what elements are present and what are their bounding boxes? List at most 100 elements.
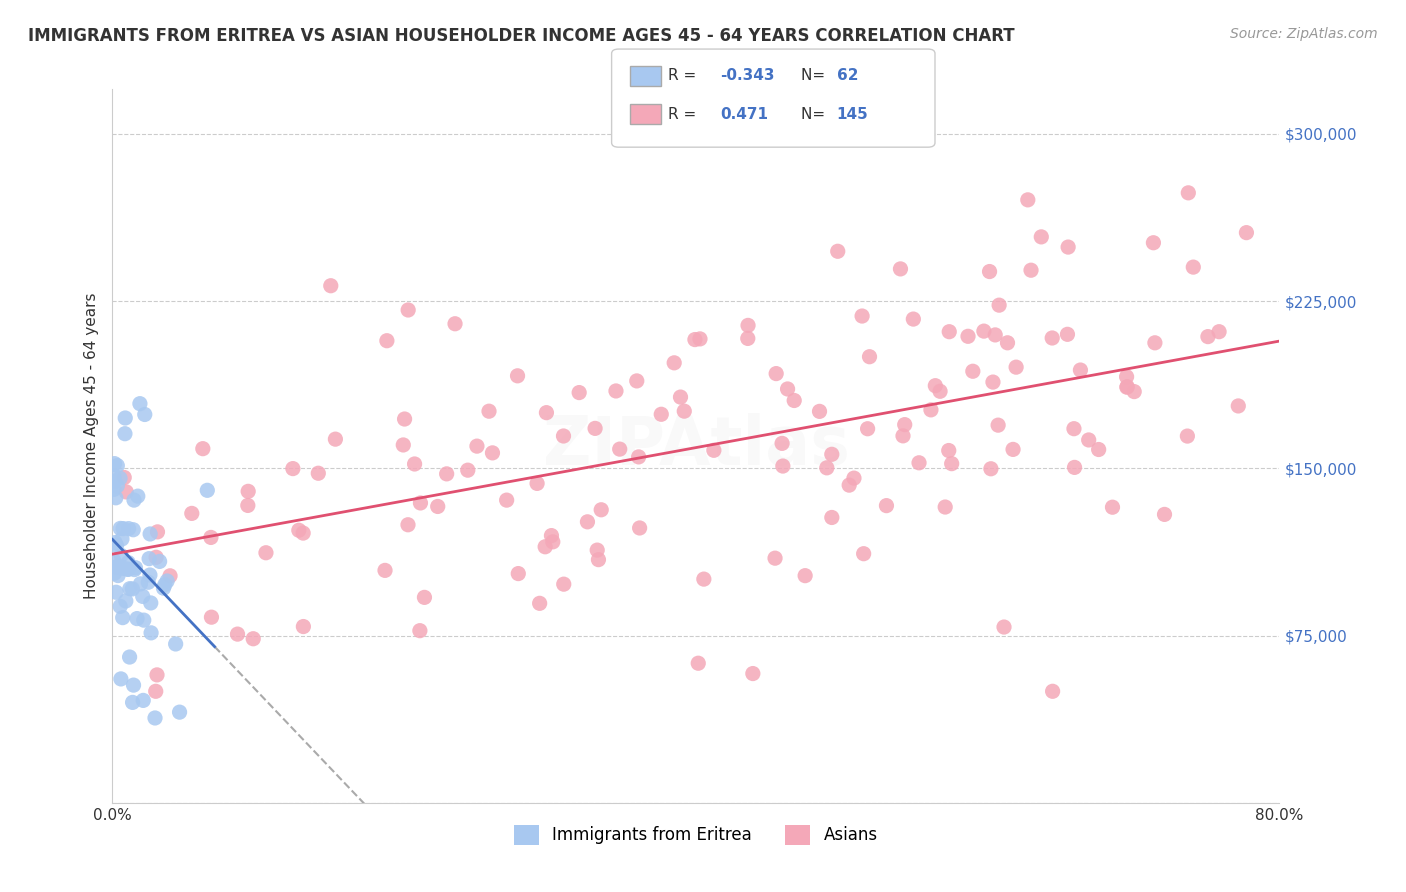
Point [858,350,880,364]
Point [821,510,844,524]
Text: N=: N= [801,69,831,83]
Text: R =: R = [668,69,702,83]
Point [125,611,148,625]
Point [122,523,145,537]
Point [112,561,135,575]
Point [112,470,135,484]
Point [591,502,613,516]
Point [586,543,609,558]
Point [104,535,127,549]
Point [236,499,259,513]
Point [973,324,995,338]
Point [111,532,134,546]
Point [889,261,911,276]
Point [852,547,875,561]
Point [903,312,925,326]
Point [669,390,692,404]
Point [413,591,436,605]
Point [1057,240,1080,254]
Point [105,539,128,553]
Point [132,613,155,627]
Point [288,523,311,537]
Point [529,596,551,610]
Point [103,483,125,497]
Point [404,457,426,471]
Point [124,563,146,577]
Point [664,356,686,370]
Point [111,610,134,624]
Point [891,429,914,443]
Point [124,560,146,574]
Point [1063,460,1085,475]
Point [981,375,1004,389]
Point [821,447,844,461]
Point [628,521,651,535]
Point [924,378,946,392]
Point [842,471,865,485]
Point [984,327,1007,342]
Point [114,594,136,608]
Point [129,577,152,591]
Point [741,666,763,681]
Point [104,491,127,505]
Point [693,572,716,586]
Point [568,385,591,400]
Point [105,585,128,599]
Point [281,461,304,475]
Point [108,599,131,614]
Point [108,471,131,485]
Point [118,650,141,665]
Point [540,528,562,542]
Point [1056,327,1078,342]
Point [110,549,132,563]
Point [576,515,599,529]
Point [134,408,156,422]
Point [146,524,169,539]
Point [374,563,396,577]
Point [103,468,125,483]
Point [138,551,160,566]
Text: 145: 145 [837,107,869,121]
Point [108,559,131,574]
Point [465,439,488,453]
Point [893,417,915,432]
Point [763,551,786,566]
Point [114,411,136,425]
Point [481,446,503,460]
Point [325,432,347,446]
Point [129,397,152,411]
Text: N=: N= [801,107,831,121]
Point [929,384,952,399]
Point [1227,399,1250,413]
Y-axis label: Householder Income Ages 45 - 64 years: Householder Income Ages 45 - 64 years [83,293,98,599]
Point [770,436,793,450]
Point [145,684,167,698]
Point [121,695,143,709]
Point [139,625,162,640]
Point [115,484,138,499]
Point [988,298,1011,312]
Point [117,522,139,536]
Point [307,467,329,481]
Point [1153,508,1175,522]
Point [200,531,222,545]
Point [319,278,342,293]
Point [146,668,169,682]
Point [242,632,264,646]
Point [105,458,128,473]
Point [541,534,564,549]
Text: IMMIGRANTS FROM ERITREA VS ASIAN HOUSEHOLDER INCOME AGES 45 - 64 YEARS CORRELATI: IMMIGRANTS FROM ERITREA VS ASIAN HOUSEHO… [28,27,1015,45]
Point [856,422,879,436]
Point [1017,193,1039,207]
Point [122,678,145,692]
Point [195,483,218,498]
Point [396,303,419,318]
Point [1115,369,1137,384]
Point [1142,235,1164,250]
Point [1116,380,1139,394]
Point [875,499,897,513]
Point [908,456,931,470]
Point [444,317,467,331]
Point [139,527,162,541]
Text: R =: R = [668,107,706,121]
